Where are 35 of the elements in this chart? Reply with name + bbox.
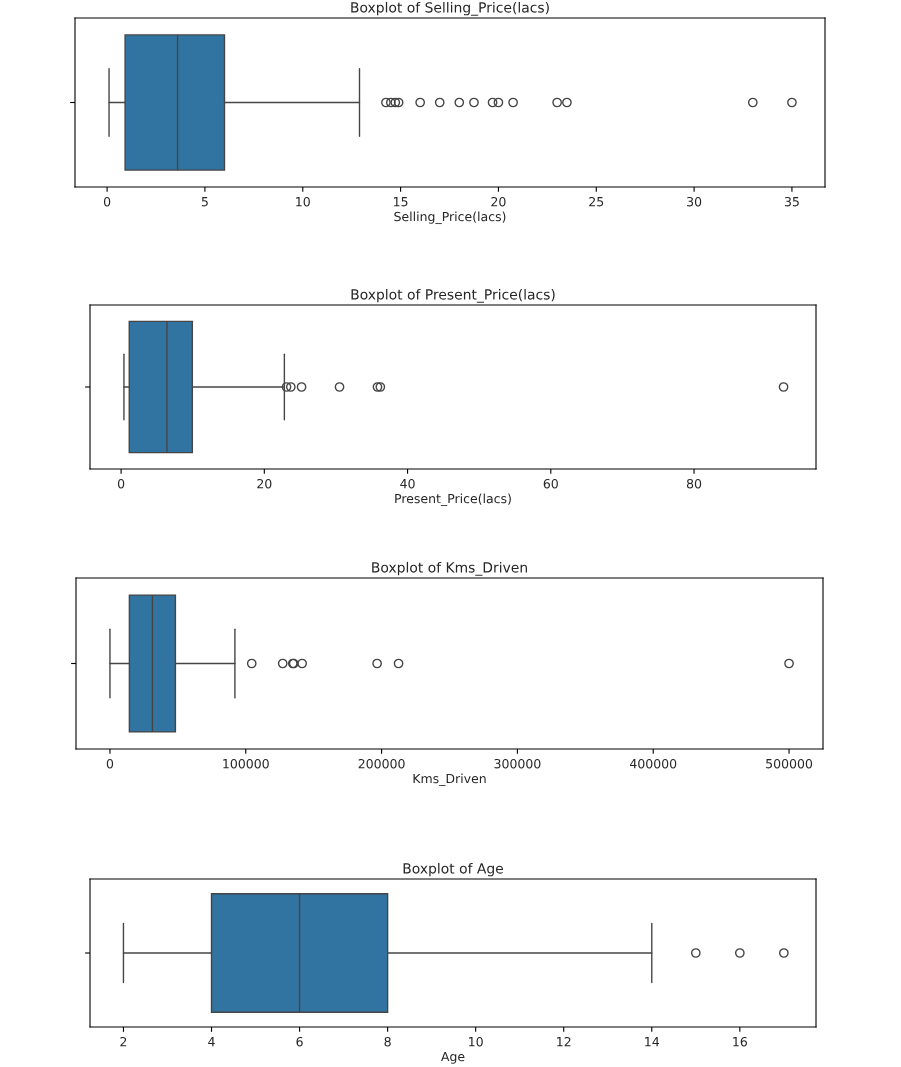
x-tick-label: 14 xyxy=(645,1037,660,1047)
x-tick-label: 10 xyxy=(296,196,310,207)
x-tick-label: 25 xyxy=(589,196,604,207)
chart-title: Boxplot of Age xyxy=(403,862,504,877)
x-tick-label: 15 xyxy=(394,197,408,207)
x-tick-label: 16 xyxy=(733,1036,747,1047)
x-tick-label: 500000 xyxy=(766,758,813,769)
chart-title: Boxplot of Selling_Price(lacs) xyxy=(351,1,549,16)
x-tick-label: 200000 xyxy=(358,758,405,769)
x-axis-title: Kms_Driven xyxy=(413,773,486,787)
x-tick-label: 4 xyxy=(208,1037,215,1047)
x-tick-label: 0 xyxy=(103,196,111,207)
x-tick-label: 20 xyxy=(491,196,506,207)
x-tick-label: 10 xyxy=(469,1036,483,1047)
x-axis-title: Selling_Price(lacs) xyxy=(394,211,506,225)
x-tick-label: 0 xyxy=(106,758,114,769)
x-axis-title: Present_Price(lacs) xyxy=(395,493,511,507)
x-tick-label: 30 xyxy=(687,196,702,207)
x-tick-label: 300000 xyxy=(494,758,541,769)
x-tick-label: 0 xyxy=(117,478,125,489)
x-tick-label: 80 xyxy=(686,478,702,489)
x-tick-label: 2 xyxy=(120,1036,127,1047)
x-tick-label: 400000 xyxy=(629,758,677,769)
x-tick-label: 8 xyxy=(384,1036,391,1047)
x-tick-label: 60 xyxy=(543,478,558,489)
x-tick-label: 6 xyxy=(296,1036,303,1047)
x-tick-label: 40 xyxy=(400,478,415,489)
x-tick-label: 20 xyxy=(257,478,272,489)
x-axis-title: Age xyxy=(441,1051,465,1064)
chart-title: Boxplot of Kms_Driven xyxy=(372,561,527,576)
x-tick-label: 5 xyxy=(201,197,208,207)
x-tick-label: 35 xyxy=(784,196,799,207)
x-tick-label: 100000 xyxy=(223,758,269,769)
chart-title: Boxplot of Present_Price(lacs) xyxy=(351,288,555,303)
x-tick-label: 12 xyxy=(557,1036,571,1047)
